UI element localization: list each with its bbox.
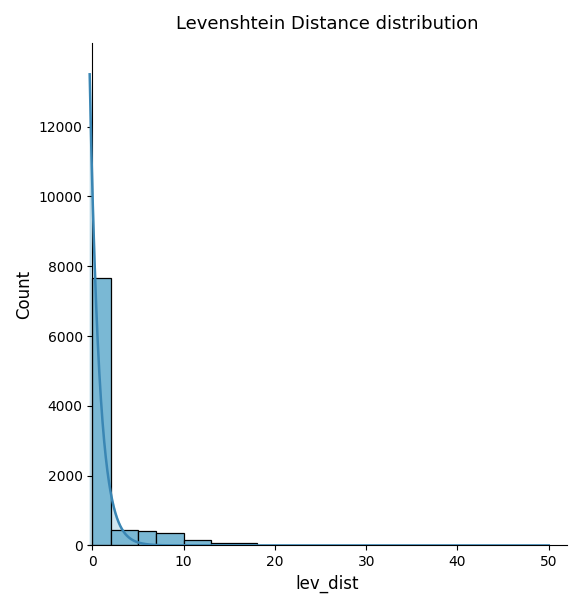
Y-axis label: Count: Count <box>15 269 33 319</box>
Bar <box>157 533 184 545</box>
Bar <box>211 543 257 545</box>
Bar <box>93 278 111 545</box>
Bar <box>111 530 138 545</box>
Title: Levenshtein Distance distribution: Levenshtein Distance distribution <box>176 15 478 33</box>
Bar <box>138 531 157 545</box>
Bar <box>184 540 211 545</box>
X-axis label: lev_dist: lev_dist <box>296 575 359 593</box>
